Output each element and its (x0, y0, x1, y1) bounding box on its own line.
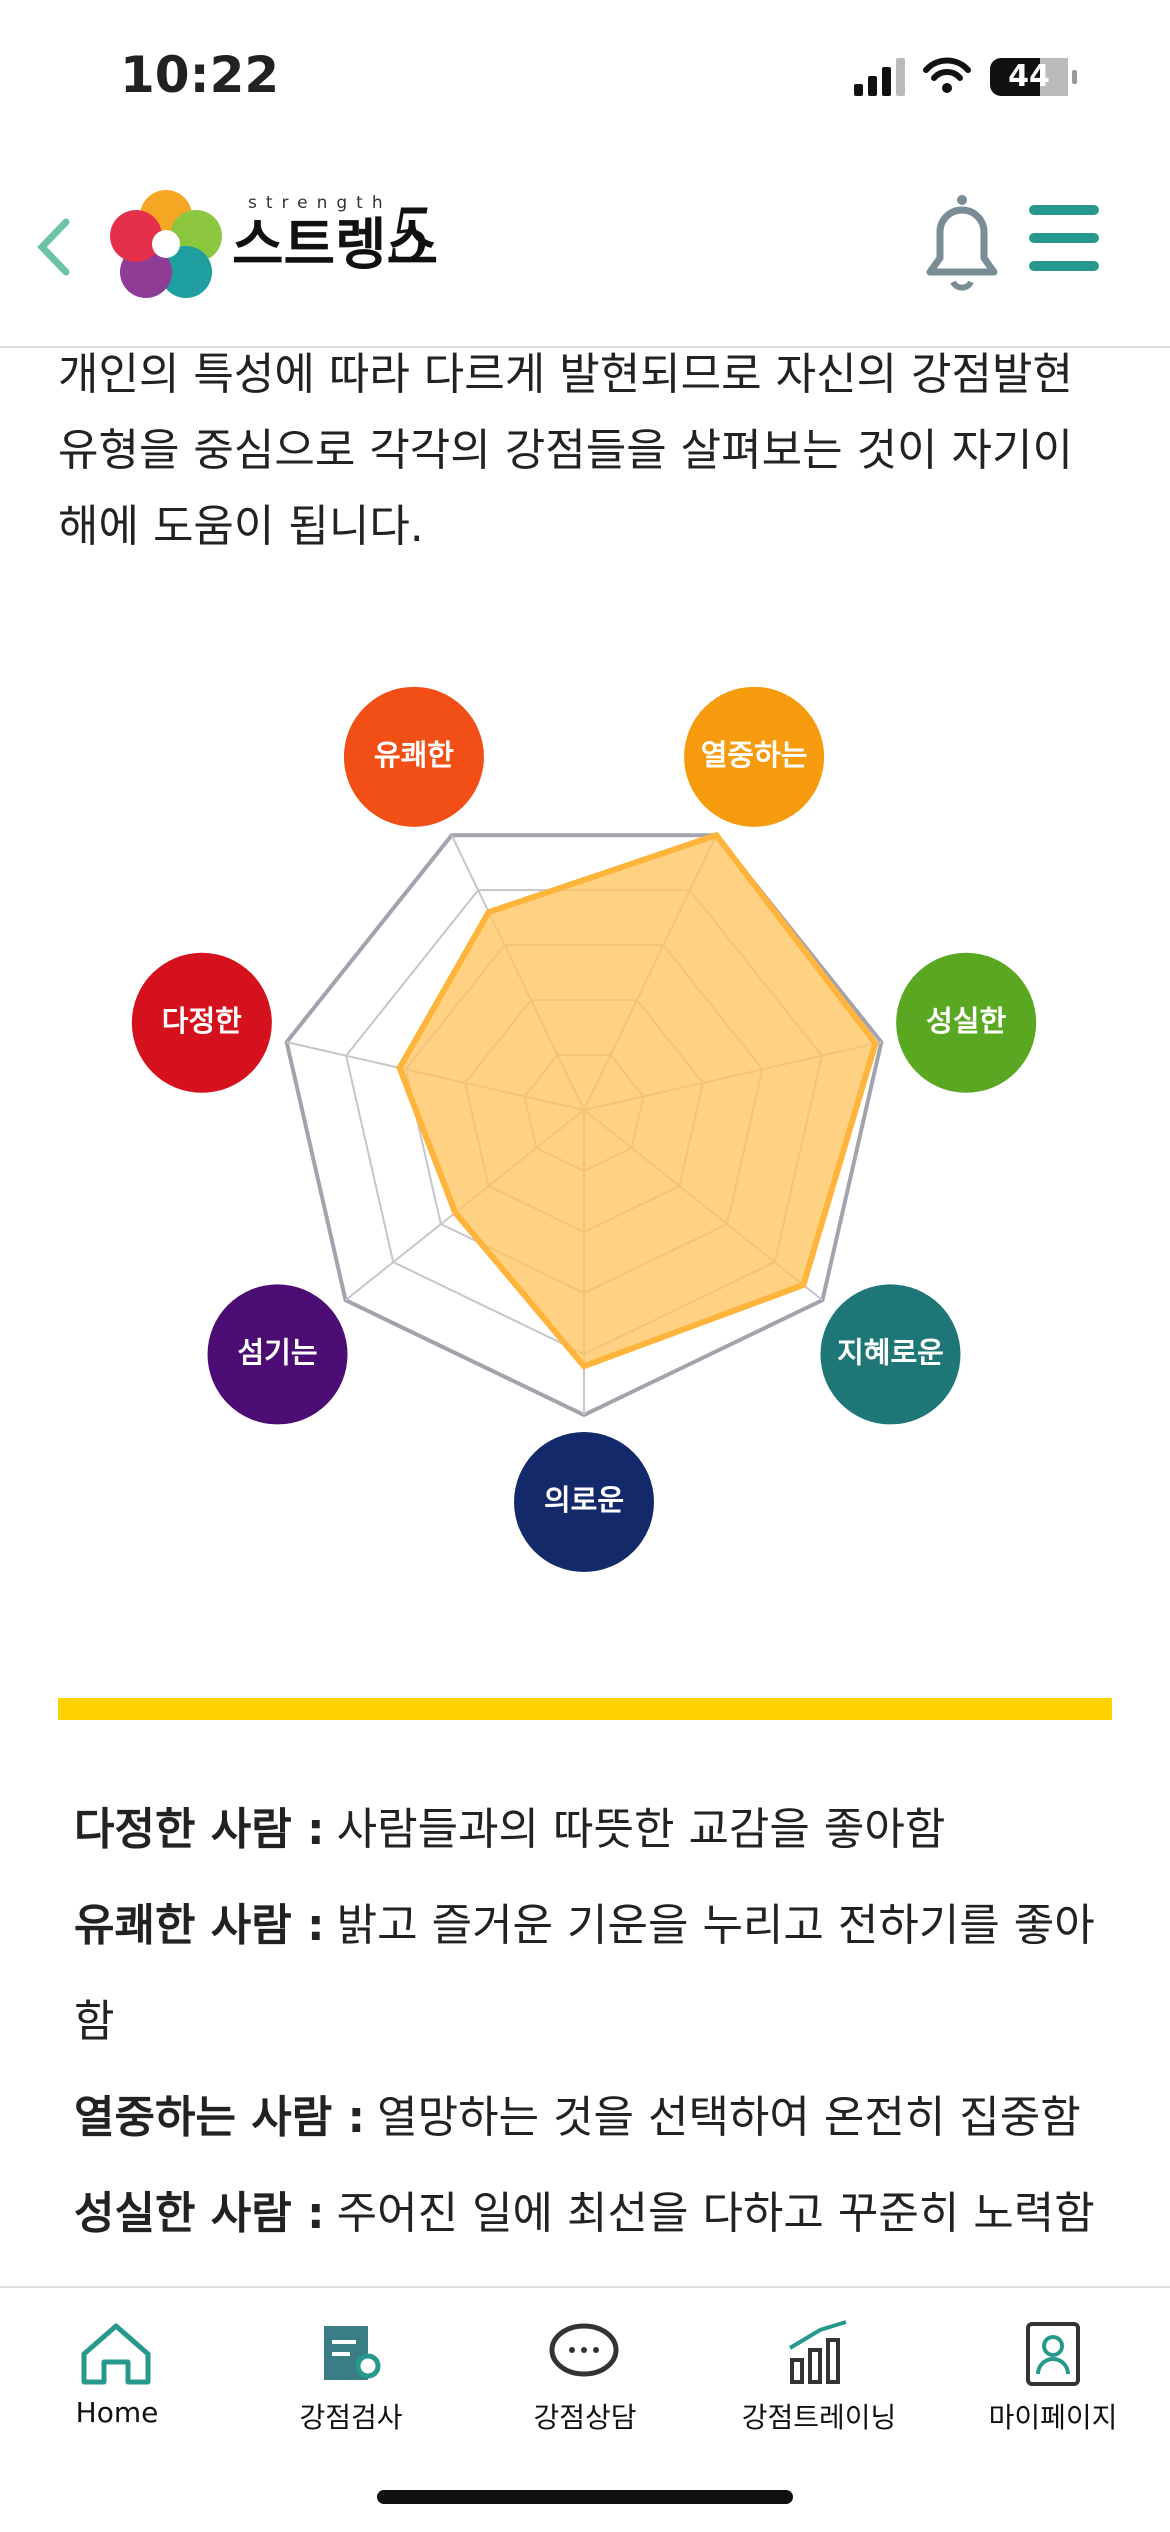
description: 열중하는 사람 : 열망하는 것을 선택하여 온전히 집중함 (74, 2070, 1114, 2166)
description: 유쾌한 사람 : 밝고 즐거운 기운을 누리고 전하기를 좋아함 (74, 1878, 1114, 2070)
divider (58, 1698, 1112, 1720)
category-badge (131, 952, 272, 1093)
category-label: 의로운 (544, 1483, 624, 1517)
status-icons: 44 (854, 57, 1077, 96)
home-indicator (377, 2490, 793, 2504)
category-label: 성실한 (926, 1004, 1006, 1038)
logo-text: 스트렝스 (232, 213, 438, 278)
status-time: 10:22 (120, 46, 280, 104)
nav-label[interactable]: 강점트레이닝 (741, 2401, 897, 2434)
nav-label[interactable]: 강점상담 (533, 2401, 637, 2434)
category-badge (896, 952, 1037, 1093)
nav-icons (81, 2320, 1080, 2386)
logo: strength 스트렝스 5 (110, 190, 438, 298)
mypage-icon[interactable] (1026, 2322, 1080, 2386)
description-term: 다정한 사람 : (74, 1804, 325, 1855)
description-text: 밝고 즐거운 기운을 누리고 전하기를 좋아함 (74, 1900, 1095, 2047)
description: 성실한 사람 : 주어진 일에 최선을 다하고 꾸준히 노력함 (74, 2166, 1114, 2262)
battery-level: 44 (1008, 59, 1050, 94)
nav-label[interactable]: 마이페이지 (988, 2401, 1118, 2434)
category-label: 열중하는 (701, 738, 808, 772)
description: 다정한 사람 : 사람들과의 따뜻한 교감을 좋아함 (74, 1782, 1114, 1878)
menu-button[interactable] (1029, 205, 1099, 271)
back-button[interactable] (37, 218, 70, 276)
header: strength 스트렝스 5 (0, 190, 1170, 348)
description-text: 주어진 일에 최선을 다하고 꾸준히 노력함 (336, 2188, 1095, 2239)
category-label: 유쾌한 (374, 738, 454, 772)
home-icon[interactable] (81, 2323, 151, 2385)
intro-line: 개인의 특성에 따라 다르게 발현되므로 자신의 강점발현 (58, 349, 1073, 400)
bell-button[interactable] (926, 195, 998, 291)
category-badge (514, 1432, 654, 1572)
nav-label[interactable]: Home (75, 2396, 159, 2429)
test-icon[interactable] (324, 2326, 381, 2380)
description-text: 사람들과의 따뜻한 교감을 좋아함 (336, 1804, 946, 1855)
description-term: 성실한 사람 : (74, 2188, 325, 2239)
category-badge (684, 686, 825, 827)
nav-label[interactable]: 강점검사 (299, 2401, 403, 2434)
category-label: 지혜로운 (837, 1335, 944, 1369)
data-area (396, 832, 879, 1370)
category-label: 섬기는 (237, 1335, 317, 1369)
training-icon[interactable] (788, 2320, 847, 2384)
description-term: 열중하는 사람 : (74, 2092, 366, 2143)
nav-border (0, 2286, 1170, 2288)
counsel-icon[interactable] (549, 2323, 619, 2377)
category-badge (343, 686, 484, 827)
intro-line: 해에 도움이 됩니다. (58, 501, 424, 552)
logo-small: strength (248, 193, 392, 213)
category-badge (820, 1284, 961, 1425)
intro-line: 유형을 중심으로 각각의 강점들을 살펴보는 것이 자기이 (58, 425, 1073, 476)
logo-number: 5 (390, 190, 430, 278)
description-text: 열망하는 것을 선택하여 온전히 집중함 (377, 2092, 1081, 2143)
category-badge (207, 1284, 348, 1425)
category-label: 다정한 (162, 1004, 242, 1038)
description-term: 유쾌한 사람 : (74, 1900, 325, 1951)
